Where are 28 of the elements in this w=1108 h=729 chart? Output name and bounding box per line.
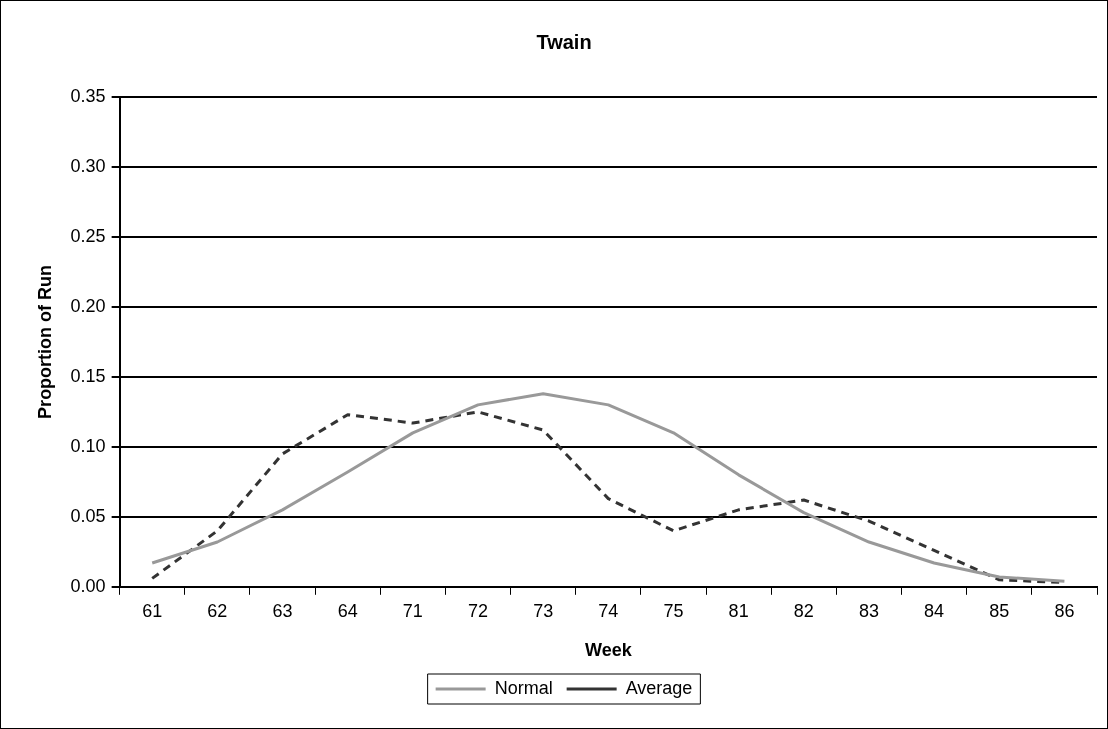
y-tick-label: 0.30 <box>70 155 106 176</box>
x-tick-label: 74 <box>598 600 619 621</box>
legend-label: Average <box>625 677 693 698</box>
x-axis-title: Week <box>584 640 633 661</box>
x-tick-label: 86 <box>1054 600 1075 621</box>
y-tick-label: 0.25 <box>70 225 106 246</box>
x-tick-label: 81 <box>728 600 749 621</box>
x-tick-label: 64 <box>337 600 358 621</box>
x-tick-label: 75 <box>663 600 684 621</box>
y-tick-label: 0.05 <box>70 505 106 526</box>
y-tick-label: 0.35 <box>70 85 106 106</box>
y-tick-label: 0.00 <box>70 575 106 596</box>
x-tick-label: 62 <box>207 600 228 621</box>
x-tick-label: 63 <box>272 600 293 621</box>
x-tick-label: 83 <box>858 600 879 621</box>
y-tick-label: 0.20 <box>70 295 106 316</box>
x-tick-label: 61 <box>142 600 163 621</box>
x-tick-label: 84 <box>924 600 945 621</box>
y-tick-label: 0.10 <box>70 435 106 456</box>
legend-label: Normal <box>494 677 553 698</box>
y-tick-label: 0.15 <box>70 365 106 386</box>
chart-title: Twain <box>536 30 592 53</box>
x-tick-label: 71 <box>402 600 423 621</box>
x-tick-label: 82 <box>793 600 814 621</box>
y-axis-title: Proportion of Run <box>34 264 55 419</box>
x-tick-label: 72 <box>467 600 489 621</box>
x-tick-label: 85 <box>989 600 1010 621</box>
x-tick-label: 73 <box>533 600 554 621</box>
